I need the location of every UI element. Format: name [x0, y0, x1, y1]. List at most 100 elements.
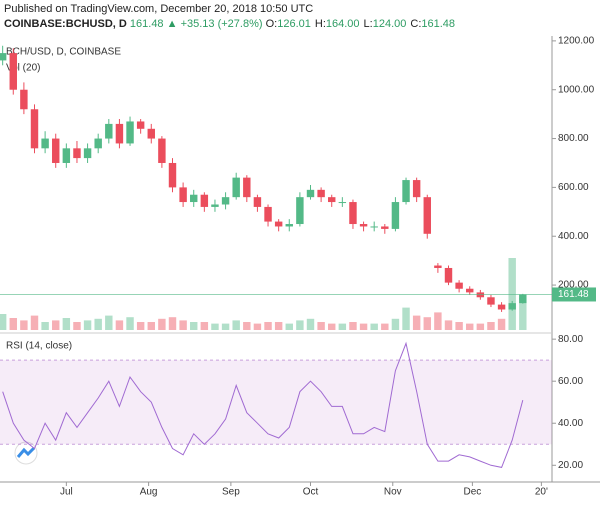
- volume-bar: [370, 323, 378, 330]
- candle-body: [147, 128, 155, 139]
- volume-bar: [30, 315, 39, 330]
- volume-bar: [41, 322, 49, 330]
- candle-body: [221, 197, 230, 205]
- header: Published on TradingView.com, December 2…: [4, 2, 459, 32]
- rsi-tick-label: 80.00: [558, 334, 583, 345]
- ohlc-value: 126.01: [277, 18, 311, 30]
- arrow: ▲: [166, 18, 178, 30]
- candle-body: [338, 202, 347, 204]
- ohlc-value: 161.48: [421, 18, 456, 30]
- volume-bar: [83, 320, 92, 330]
- candle-body: [391, 202, 400, 229]
- volume-bar: [20, 320, 28, 330]
- last-price-label: 161.48: [558, 289, 589, 300]
- volume-bar: [466, 323, 474, 330]
- symbol: COINBASE:BCHUSD, D: [4, 18, 127, 30]
- y-tick-label: 1200.00: [558, 36, 595, 47]
- published: Published on TradingView.com, December 2…: [4, 3, 314, 15]
- plot-bg: [0, 36, 552, 501]
- volume-bar: [359, 323, 368, 330]
- x-tick-label: Dec: [463, 487, 481, 498]
- volume-bar: [306, 318, 315, 330]
- candle-body: [52, 138, 60, 163]
- volume-bar: [455, 322, 463, 330]
- candle-body: [508, 303, 516, 310]
- candle-body: [423, 197, 431, 234]
- candle-body: [466, 288, 474, 293]
- volume-bar: [423, 317, 431, 330]
- volume-bar: [94, 318, 102, 330]
- rsi-band: [0, 360, 552, 445]
- y-tick-label: 600.00: [558, 182, 589, 193]
- candle-body: [20, 89, 28, 110]
- candle-body: [328, 197, 336, 203]
- ohlc-label: O:: [265, 18, 278, 30]
- volume-bar: [317, 322, 325, 330]
- logo: [14, 441, 38, 465]
- rsi-tick-label: 60.00: [558, 376, 583, 387]
- candle-body: [9, 53, 17, 90]
- candle-body: [190, 194, 198, 203]
- candle-body: [168, 162, 177, 188]
- published-line: Published on TradingView.com, December 2…: [4, 2, 459, 17]
- volume-bar: [434, 312, 442, 330]
- ohlc: O:126.01 H:164.00 L:124.00 C:161.48: [266, 18, 459, 30]
- candle-body: [274, 221, 283, 227]
- candle-body: [349, 202, 357, 225]
- volume-bar: [73, 322, 81, 330]
- rsi-tick-label: 20.00: [558, 460, 583, 471]
- volume-bar: [497, 318, 506, 330]
- volume-bar: [179, 320, 187, 330]
- ohlc-value: 124.00: [372, 18, 407, 30]
- volume-bar: [115, 320, 124, 330]
- candle-body: [179, 187, 187, 203]
- candle-body: [30, 109, 39, 149]
- candle-body: [296, 197, 304, 225]
- rsi-title: RSI (14, close): [6, 341, 72, 352]
- volume-bar: [126, 317, 134, 330]
- x-tick-label: Jul: [60, 487, 73, 498]
- chart-title: BCH/USD, D, COINBASE: [6, 47, 121, 58]
- volume-bar: [105, 315, 113, 330]
- y-tick-label: 400.00: [558, 231, 589, 242]
- volume-bar: [9, 318, 17, 330]
- volume-bar: [402, 307, 410, 330]
- change: +35.13 (+27.8%): [180, 18, 263, 30]
- volume-bar: [285, 323, 293, 330]
- last-price: 161.48: [129, 18, 164, 30]
- x-tick-label: Nov: [384, 487, 402, 498]
- volume-bar: [0, 314, 7, 330]
- volume-bar: [264, 322, 272, 330]
- volume-bar: [253, 323, 262, 330]
- candle-body: [285, 224, 293, 227]
- candle-body: [115, 123, 124, 144]
- x-tick-label: Aug: [140, 487, 158, 498]
- x-tick-label: 20': [535, 487, 548, 498]
- volume-bar: [232, 320, 240, 330]
- volume-bar: [211, 323, 219, 330]
- ohlc-label: C:: [410, 18, 422, 30]
- volume-bar: [338, 323, 347, 330]
- volume-bar: [274, 322, 283, 330]
- volume-bar: [221, 323, 230, 330]
- volume-bar: [136, 322, 145, 330]
- volume-bar: [243, 322, 251, 330]
- volume-bar: [381, 323, 389, 330]
- volume-bar: [519, 298, 527, 330]
- y-tick-label: 1000.00: [558, 84, 595, 95]
- volume-bar: [62, 318, 71, 330]
- candle-body: [497, 304, 506, 310]
- volume-bar: [296, 320, 304, 330]
- candle-body: [370, 226, 378, 228]
- candle-body: [200, 194, 209, 207]
- candle-body: [519, 294, 527, 304]
- volume-bar: [444, 320, 453, 330]
- rsi-line: [2, 341, 524, 468]
- y-tick-label: 800.00: [558, 133, 589, 144]
- quote-line: COINBASE:BCHUSD, D 161.48 ▲ +35.13 (+27.…: [4, 17, 459, 32]
- volume-bar: [391, 318, 400, 330]
- last-price-box: [552, 287, 596, 302]
- candle-body: [126, 121, 134, 144]
